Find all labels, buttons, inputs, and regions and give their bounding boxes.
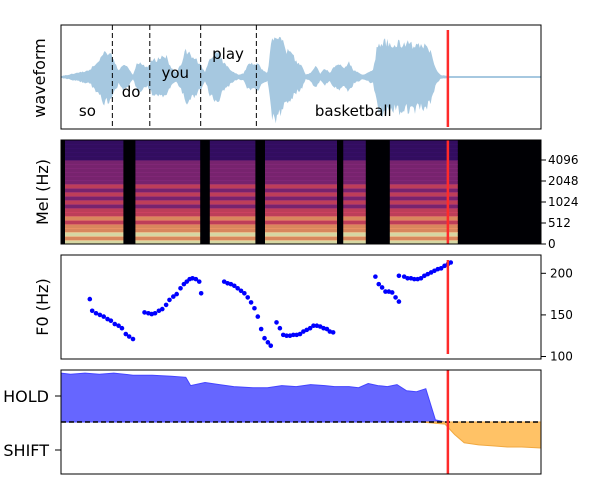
- f0-point-22: [174, 291, 179, 297]
- f0-point-64: [373, 274, 378, 279]
- f0-point-39: [248, 300, 254, 305]
- f0-point-23: [178, 285, 183, 291]
- f0-point-70: [393, 295, 398, 300]
- f0-point-69: [389, 290, 395, 295]
- f0-point-65: [376, 281, 382, 287]
- f0-point-2: [93, 310, 99, 316]
- mel-ylabel: Mel (Hz): [33, 159, 52, 225]
- mel-ytick-label-2: 1024: [548, 195, 579, 209]
- f0-point-21: [171, 294, 176, 299]
- shift-label: SHIFT: [3, 441, 49, 460]
- f0-point-30: [198, 290, 204, 296]
- f0-point-74: [405, 275, 410, 281]
- f0-point-51: [291, 332, 296, 338]
- f0-point-57: [311, 323, 316, 329]
- f0-point-12: [130, 336, 136, 342]
- f0-panel: F0 (Hz) 100 150 200: [33, 254, 573, 364]
- hold-label: HOLD: [3, 387, 49, 406]
- f0-point-43: [262, 335, 267, 341]
- f0-point-36: [238, 288, 244, 294]
- word-label-do: do: [122, 83, 141, 101]
- f0-frame: [60, 254, 542, 360]
- f0-point-9: [119, 325, 125, 331]
- f0-point-66: [379, 285, 385, 290]
- f0-point-72: [396, 273, 402, 279]
- f0-point-76: [411, 276, 417, 282]
- hold-area: [61, 372, 541, 423]
- f0-point-37: [242, 290, 247, 296]
- word-label-play: play: [212, 45, 244, 63]
- mel-frame: [60, 139, 542, 245]
- f0-ylabel: F0 (Hz): [33, 278, 52, 335]
- f0-point-78: [418, 275, 424, 281]
- f0-point-67: [383, 289, 388, 294]
- mel-gap-3: [337, 140, 344, 244]
- f0-point-34: [231, 283, 237, 289]
- f0-point-87: [448, 260, 454, 265]
- f0-point-29: [196, 279, 202, 284]
- f0-point-4: [101, 314, 107, 319]
- shift-area: [420, 421, 541, 449]
- turn-panel: HOLD SHIFT: [3, 369, 542, 475]
- f0-point-40: [252, 305, 257, 311]
- f0-point-3: [97, 312, 103, 318]
- f0-point-18: [159, 306, 165, 312]
- f0-point-1: [89, 308, 95, 314]
- mel-ytick-label-1: 512: [548, 216, 571, 230]
- f0-ytick-label-0: 100: [550, 350, 573, 364]
- mel-ytick-label-3: 2048: [548, 174, 579, 188]
- waveform-frame: [60, 24, 542, 130]
- waveform-area: [61, 36, 541, 124]
- mel-gap-2: [255, 140, 265, 244]
- f0-point-13: [142, 310, 147, 315]
- mel-panel: Mel (Hz) 0 512 1024 2048 4096: [33, 139, 579, 251]
- f0-point-63: [330, 330, 336, 335]
- f0-point-49: [284, 333, 289, 339]
- mel-gap-4: [365, 140, 390, 244]
- f0-point-42: [258, 326, 264, 332]
- mel-ytick-label-0: 0: [548, 237, 556, 251]
- f0-point-35: [235, 285, 240, 291]
- f0-point-84: [438, 266, 444, 271]
- f0-point-47: [277, 325, 283, 331]
- mel-gap-1: [200, 140, 210, 244]
- turn-frame: [60, 369, 542, 475]
- f0-point-28: [193, 276, 199, 282]
- f0-point-38: [245, 295, 251, 300]
- f0-point-10: [123, 331, 129, 337]
- waveform-panel: so do you play basketball waveform: [30, 24, 542, 130]
- f0-point-44: [265, 340, 271, 345]
- f0-point-56: [307, 325, 313, 331]
- mel-silence: [461, 140, 541, 244]
- mel-ytick-label-4: 4096: [548, 153, 579, 167]
- mel-gap-0: [123, 140, 136, 244]
- f0-point-11: [126, 334, 132, 339]
- f0-point-19: [163, 302, 169, 308]
- f0-point-20: [167, 297, 172, 303]
- f0-point-53: [297, 331, 303, 337]
- f0-point-8: [116, 323, 121, 329]
- f0-ytick-label-2: 200: [550, 266, 573, 280]
- f0-point-6: [108, 318, 114, 324]
- f0-point-7: [112, 321, 118, 327]
- f0-ytick-label-1: 150: [550, 308, 573, 322]
- word-label-basketball: basketball: [315, 102, 392, 120]
- waveform-ylabel: waveform: [30, 38, 49, 118]
- word-label-you: you: [161, 64, 189, 82]
- f0-point-41: [255, 314, 261, 319]
- f0-point-16: [152, 310, 158, 316]
- word-label-so: so: [79, 102, 96, 120]
- f0-point-0: [87, 296, 93, 302]
- f0-point-71: [396, 299, 402, 304]
- f0-point-46: [274, 320, 279, 325]
- f0-point-45: [268, 343, 274, 348]
